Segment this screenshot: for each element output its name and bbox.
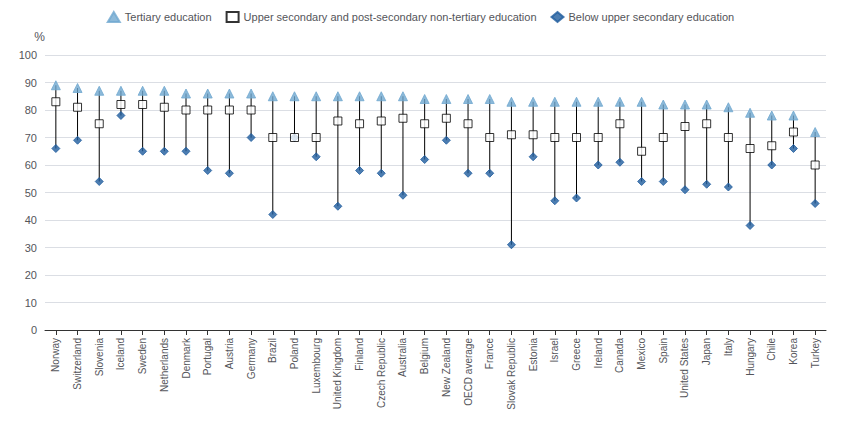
svg-text:France: France	[484, 338, 495, 370]
svg-text:Turkey: Turkey	[810, 338, 821, 368]
svg-text:40: 40	[25, 214, 37, 226]
svg-text:Greece: Greece	[571, 338, 582, 371]
svg-text:Iceland: Iceland	[115, 338, 126, 370]
svg-text:Brazil: Brazil	[267, 338, 278, 363]
svg-text:Hungary: Hungary	[745, 338, 756, 376]
svg-text:Germany: Germany	[246, 338, 257, 379]
svg-text:10: 10	[25, 297, 37, 309]
svg-text:Portugal: Portugal	[202, 338, 213, 375]
svg-text:70: 70	[25, 132, 37, 144]
svg-text:Mexico: Mexico	[636, 338, 647, 370]
svg-text:%: %	[34, 30, 45, 44]
svg-text:Tertiary education: Tertiary education	[125, 11, 212, 23]
svg-text:Upper secondary and post-secon: Upper secondary and post-secondary non-t…	[244, 11, 537, 23]
svg-text:Belgium: Belgium	[419, 338, 430, 374]
svg-text:30: 30	[25, 242, 37, 254]
svg-text:Japan: Japan	[701, 338, 712, 365]
svg-text:Poland: Poland	[289, 338, 300, 369]
svg-text:United States: United States	[679, 338, 690, 398]
svg-text:Italy: Italy	[723, 338, 734, 356]
svg-text:Finland: Finland	[354, 338, 365, 371]
svg-text:Luxembourg: Luxembourg	[311, 338, 322, 394]
svg-text:50: 50	[25, 187, 37, 199]
svg-text:Korea: Korea	[788, 338, 799, 365]
svg-text:Ireland: Ireland	[593, 338, 604, 369]
svg-text:Denmark: Denmark	[181, 337, 192, 379]
svg-text:Estonia: Estonia	[528, 338, 539, 372]
svg-text:80: 80	[25, 104, 37, 116]
svg-text:60: 60	[25, 159, 37, 171]
svg-text:New Zealand: New Zealand	[441, 338, 452, 397]
svg-text:100: 100	[19, 49, 37, 61]
svg-text:Sweden: Sweden	[137, 338, 148, 374]
svg-text:OECD average: OECD average	[463, 338, 474, 406]
svg-text:Norway: Norway	[50, 338, 61, 372]
svg-text:Spain: Spain	[658, 338, 669, 364]
svg-text:Chile: Chile	[766, 338, 777, 361]
svg-text:Slovak Republic: Slovak Republic	[506, 338, 517, 410]
svg-text:United Kingdom: United Kingdom	[332, 338, 343, 409]
svg-text:Netherlands: Netherlands	[159, 338, 170, 392]
svg-text:Slovenia: Slovenia	[94, 338, 105, 377]
svg-text:Israel: Israel	[549, 338, 560, 362]
svg-text:20: 20	[25, 269, 37, 281]
svg-text:Czech Republic: Czech Republic	[376, 338, 387, 408]
svg-text:0: 0	[31, 324, 37, 336]
svg-text:Austria: Austria	[224, 338, 235, 370]
svg-text:Below upper secondary educatio: Below upper secondary education	[568, 11, 734, 23]
svg-text:Switzerland: Switzerland	[72, 338, 83, 390]
svg-text:Australia: Australia	[397, 338, 408, 377]
svg-text:90: 90	[25, 77, 37, 89]
svg-text:Canada: Canada	[614, 338, 625, 373]
